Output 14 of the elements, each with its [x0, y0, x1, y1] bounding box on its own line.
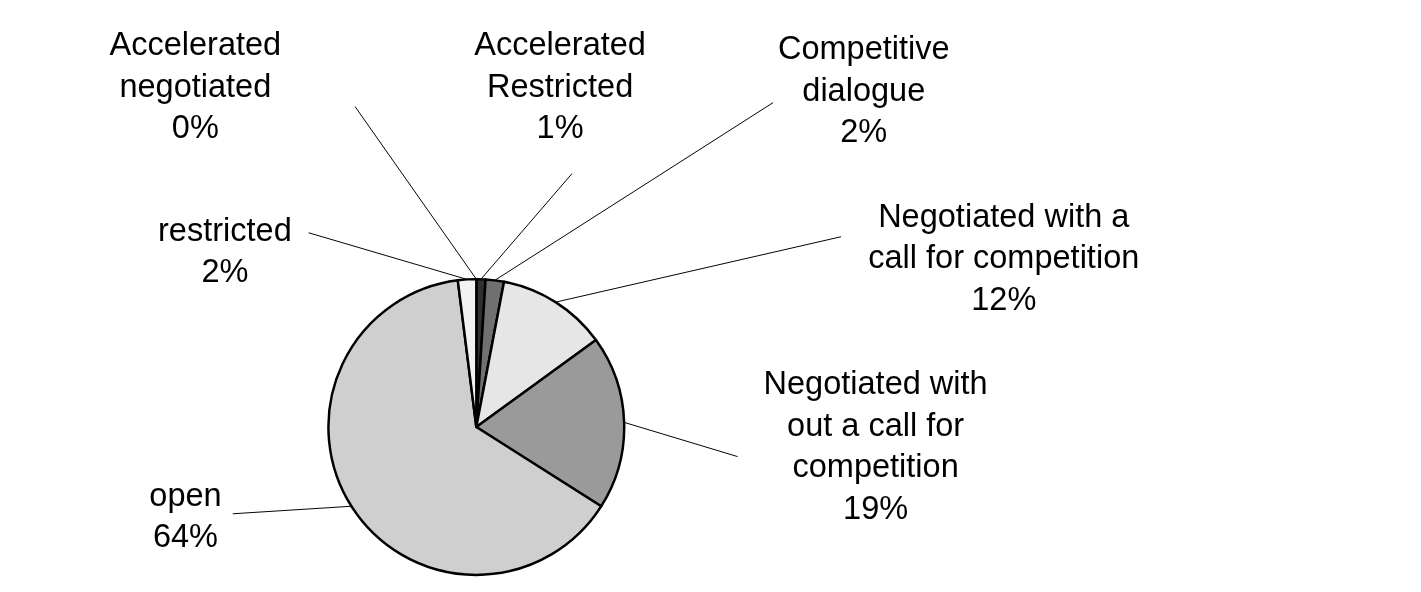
category-label: Accelerated negotiated: [109, 26, 282, 104]
slice-label: Accelerated Restricted: [474, 26, 646, 104]
data-label: 12%: [971, 280, 1037, 317]
data-label: 64%: [152, 518, 219, 555]
slice-label: Negotiated with a call for competition: [868, 197, 1140, 276]
data-label: 2%: [840, 113, 888, 150]
text: 0%: [171, 109, 219, 146]
data-label: 1%: [536, 109, 584, 146]
slice-label: Negotiated with out a call for competition: [763, 365, 988, 485]
slice-label: Competitive dialogue: [777, 30, 950, 108]
data-label: 2%: [201, 253, 249, 290]
slice-label: open: [149, 476, 222, 513]
slice-label: restricted: [158, 211, 292, 248]
data-label: 19%: [843, 489, 909, 526]
